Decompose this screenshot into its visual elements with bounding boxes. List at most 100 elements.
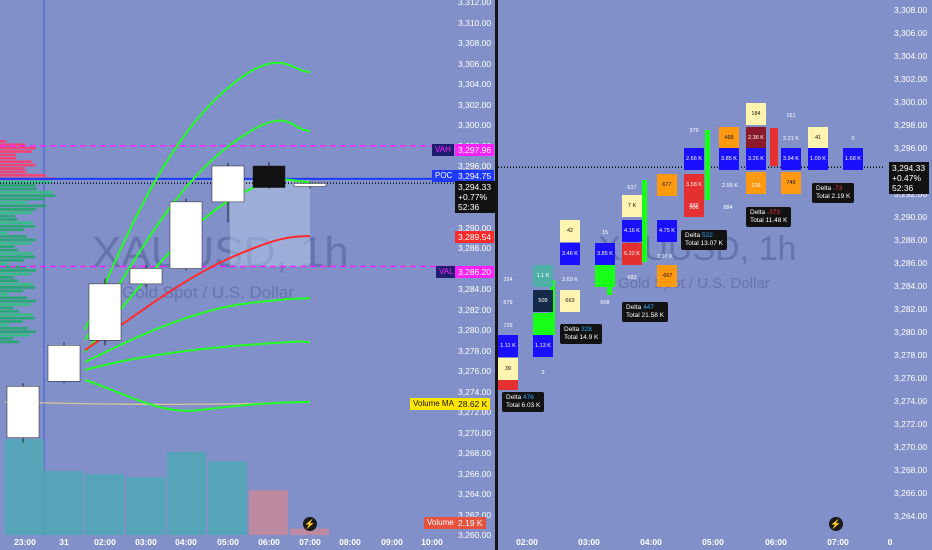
volume-profile-bar: [0, 140, 6, 143]
left-chart-panel[interactable]: XAUUSD, 1h Gold Spot / U.S. Dollar 3,312…: [0, 0, 495, 550]
band-line: [84, 297, 311, 363]
volume-profile-bar: [0, 245, 15, 248]
right-current-price-badge: 3,294.33 +0.47% 52:36: [889, 162, 929, 194]
volume-profile-bar: [0, 255, 36, 259]
volume-profile-bar: [0, 191, 53, 194]
volume-profile-bar: [0, 157, 17, 160]
candle: [6, 386, 40, 438]
volume-profile-bar: [0, 150, 32, 153]
volume-profile-bar: [0, 296, 28, 299]
current-price-badge: 3,294.33 +0.77% 52:36: [455, 181, 495, 213]
right-y-tick: 3,302.00: [894, 74, 928, 84]
left-y-tick: 3,290.00: [458, 222, 492, 233]
delta-total-card: Delta 522 Total 13.07 K: [681, 230, 727, 250]
right-lightning-icon[interactable]: ⚡: [829, 517, 843, 531]
left-x-tick: 23:00: [14, 537, 36, 547]
footprint-cell: 2.66 K: [684, 148, 704, 170]
footprint-cell: 1.1 K: [533, 265, 553, 287]
footprint-cell: 749: [781, 172, 801, 194]
right-y-tick: 3,276.00: [894, 373, 928, 383]
total-value: 14.9 K: [579, 334, 599, 341]
volume-profile-bar: [0, 170, 27, 174]
volume-profile-bar: [0, 306, 14, 310]
footprint-number: 906: [689, 205, 699, 211]
left-y-tick: 3,260.00: [458, 530, 492, 540]
right-y-tick: 3,266.00: [894, 488, 928, 498]
chart-divider[interactable]: [495, 0, 498, 550]
volume-bar: [5, 439, 44, 535]
total-label: Total: [750, 217, 766, 224]
right-time-axis[interactable]: 02:00 03:00 04:00 05:00 06:00 07:00 0: [498, 535, 892, 550]
volume-profile-bar: [0, 252, 33, 255]
right-y-tick: 3,308.00: [894, 5, 928, 15]
volume-bar: [167, 451, 206, 535]
volume-profile-bar: [0, 197, 45, 201]
volume-profile-bar: [0, 231, 8, 235]
left-y-tick: 3,310.00: [458, 17, 492, 28]
right-y-tick: 3,286.00: [894, 258, 928, 268]
right-x-tick: 07:00: [827, 537, 849, 547]
volume-value: 2.19 K: [455, 517, 486, 529]
volume-ma-value: 28.62 K: [455, 398, 491, 410]
left-y-tick: 3,302.00: [458, 99, 492, 110]
footprint-cell: 2.36 K: [746, 127, 766, 149]
delta-value: -373: [766, 209, 780, 216]
right-y-tick: 3,270.00: [894, 442, 928, 452]
total-value: 6.03 K: [521, 402, 541, 409]
right-y-tick: 3,290.00: [894, 212, 928, 222]
left-x-tick: 08:00: [339, 537, 361, 547]
band-line: [84, 61, 311, 331]
right-y-tick: 3,274.00: [894, 396, 928, 406]
volume-profile-bar: [0, 208, 36, 211]
volume-profile-bar: [0, 262, 9, 265]
candle: [47, 345, 81, 382]
left-y-tick: 3,296.00: [458, 161, 492, 171]
footprint-number: 3: [541, 370, 545, 376]
volume-profile-bar: [0, 282, 34, 286]
bar-countdown: 52:36: [458, 202, 480, 212]
right-price-axis[interactable]: 3,308.00 3,306.00 3,304.00 3,302.00 3,300.00…: [884, 0, 932, 550]
right-y-tick: 3,306.00: [894, 28, 928, 38]
footprint-number: 884: [723, 205, 733, 211]
right-y-tick: 3,264.00: [894, 511, 928, 521]
left-price-chart[interactable]: [0, 0, 455, 535]
footprint-cell: 1.11 K: [498, 335, 518, 357]
footprint-number: 324: [503, 277, 513, 283]
right-y-tick: 3,298.00: [894, 120, 928, 130]
delta-label: Delta: [685, 232, 702, 239]
right-y-tick: 3,284.00: [894, 281, 928, 291]
lightning-icon[interactable]: ⚡: [303, 517, 317, 531]
delta-total-card: Delta 476 Total 6.03 K: [502, 392, 545, 412]
footprint-wick: [642, 180, 647, 262]
volume-profile-bar: [0, 228, 25, 231]
volume-profile-bar: [0, 225, 36, 228]
volume-profile-bar: [0, 160, 33, 163]
left-watermark-desc: Gold Spot / U.S. Dollar: [122, 283, 294, 302]
right-bar-countdown: 52:36: [892, 183, 914, 193]
footprint-cell: 663: [560, 290, 580, 312]
footprint-number: 15: [601, 230, 609, 236]
footprint-cell: 1.68 K: [843, 148, 863, 170]
volume-profile-bar: [0, 184, 36, 187]
volume-profile-bar: [0, 316, 35, 320]
footprint-number: 126: [751, 183, 761, 189]
volume-profile-bar: [0, 259, 24, 262]
left-time-axis[interactable]: 23:00 31 02:00 03:00 04:00 05:00 06:00 07:00 08:…: [0, 535, 455, 550]
delta-value: 447: [642, 304, 654, 311]
volume-profile-bar: [0, 313, 34, 316]
left-y-tick: 3,288.00: [458, 243, 492, 253]
volume-bar: [85, 474, 124, 535]
volume-profile-bar: [0, 303, 31, 306]
volume-profile-bar: [0, 163, 36, 167]
right-y-tick: 3,300.00: [894, 97, 928, 107]
candle: [211, 165, 245, 203]
volume-profile-bar: [0, 327, 28, 330]
volume-profile-bar: [0, 211, 32, 214]
val-price-label: 3,286.20: [455, 266, 495, 278]
left-x-tick: 03:00: [135, 537, 157, 547]
ema-price-label: 3,289.54: [455, 231, 495, 243]
volume-profile-bar: [0, 310, 19, 313]
right-chart-panel[interactable]: XAUUSD, 1h Gold Spot / U.S. Dollar 1.11 …: [498, 0, 932, 550]
delta-label: Delta: [626, 304, 643, 311]
footprint-cell: 3.94 K: [781, 148, 801, 170]
